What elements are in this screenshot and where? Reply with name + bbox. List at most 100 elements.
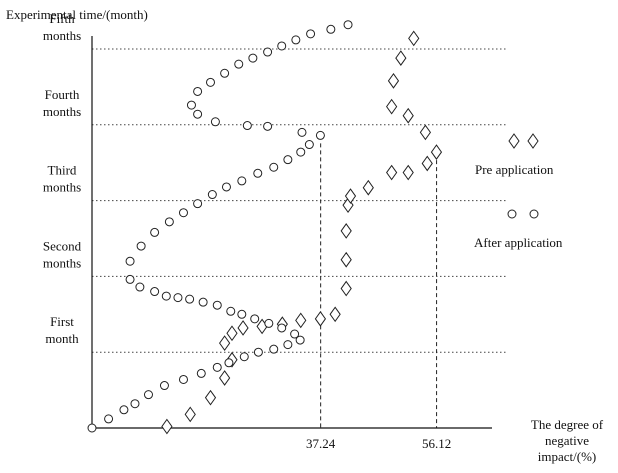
after-application-point [253,168,263,178]
legend: Pre application After application [474,133,563,250]
gridlines [92,48,508,353]
pre-application-point [219,370,231,386]
after-application-point [193,199,203,209]
x-axis-title: The degree of negative impact/(%) [531,417,604,464]
after-application-point [186,100,196,110]
pre-application-point [340,223,352,239]
after-application-point [242,121,252,131]
y-tick-label-line: Fifth [49,11,75,26]
x-tick-label: 37.24 [306,436,336,451]
after-application-point [178,208,188,218]
x-axis-title-line: negative [545,433,589,448]
after-application-point [269,162,279,172]
pre-application-point [402,107,414,124]
y-tick-label-line: Third [48,163,77,178]
after-application-point [326,24,336,34]
after-application-point [193,86,203,96]
after-application-point [239,352,249,362]
pre-application-point [430,144,443,160]
after-application-point [277,323,287,333]
after-application-point [220,68,230,78]
after-application-point [296,147,306,157]
pre-application-point [314,310,327,327]
after-application-point [185,294,195,304]
after-application-point [104,414,114,424]
y-tick-labels: First month Second months Third months Fourth m… [43,11,82,346]
after-application-point [315,130,325,140]
after-application-point [161,291,171,301]
pre-application-point [362,179,374,196]
y-tick-label-line: months [43,28,81,43]
after-application-point [130,399,140,409]
after-application-point [119,405,129,415]
y-tick-label: Fourth months [43,87,81,119]
x-axis-title-line: impact/(%) [538,449,596,464]
pre-application-point [421,155,433,172]
after-application-point [277,41,287,51]
after-application-point [136,241,146,251]
pre-application-point [329,306,341,323]
y-tick-label-line: month [45,331,79,346]
after-application-point [135,282,145,292]
pre-application-point [402,164,414,181]
after-application-point [297,127,307,137]
pre-application-point [395,50,407,66]
legend-after-application-marker [507,209,517,219]
after-application-point [343,20,353,30]
after-application-point [263,121,273,131]
y-tick-label-line: months [43,255,81,270]
y-tick-label: Third months [43,163,81,195]
after-application-point [143,390,153,400]
x-tick-labels: 37.24 56.12 [306,436,451,451]
after-application-point [224,358,234,368]
after-application-point [250,314,260,324]
y-tick-label: First month [45,314,79,346]
after-application-point [295,335,305,345]
pre-application-point [219,335,231,351]
after-application-point [150,287,160,297]
after-application-point [87,423,97,433]
after-application-point [283,340,293,350]
after-application-point [198,297,208,307]
y-tick-label-line: months [43,104,81,119]
after-application-point [248,53,258,63]
pre-application-point [184,406,196,423]
y-tick-label-line: Fourth [45,87,80,102]
after-application-point [263,47,273,57]
after-application-point [196,368,206,378]
x-tick-label: 56.12 [422,436,451,451]
after-application-point [178,374,188,384]
after-application-point [253,347,263,357]
legend-pre-application-marker [508,133,520,149]
after-application-point [212,300,222,310]
pre-application-point [295,312,307,329]
after-application-point [164,217,174,227]
x-axis-title-line: The degree of [531,417,604,432]
pre-application-point [340,251,352,268]
after-application-point [210,117,220,127]
after-application-point [234,59,244,69]
after-application-point [291,35,301,45]
pre-application-point [386,164,398,181]
after-application-point [125,274,135,284]
pre-application-point [237,320,249,336]
pre-application-point [161,418,173,435]
after-application-point [159,381,169,391]
legend-pre-application-marker [527,133,539,149]
after-application-point [237,309,247,319]
pre-application-point [344,188,357,204]
after-application-point [269,344,279,354]
after-application-point [304,140,314,150]
x-axis-title-text: The degree of negative impact/(%) [531,417,604,464]
y-tick-label-line: First [50,314,74,329]
pre-application-point [204,389,217,406]
after-application-point [290,329,300,339]
pre-application-point [226,325,238,342]
legend-after-application-marker [529,209,539,219]
y-tick-label: Fifth months [43,11,81,43]
pre-application-point [340,280,352,297]
y-tick-label: Second months [43,238,82,270]
after-application-point [237,176,247,186]
after-application-point [173,293,183,303]
